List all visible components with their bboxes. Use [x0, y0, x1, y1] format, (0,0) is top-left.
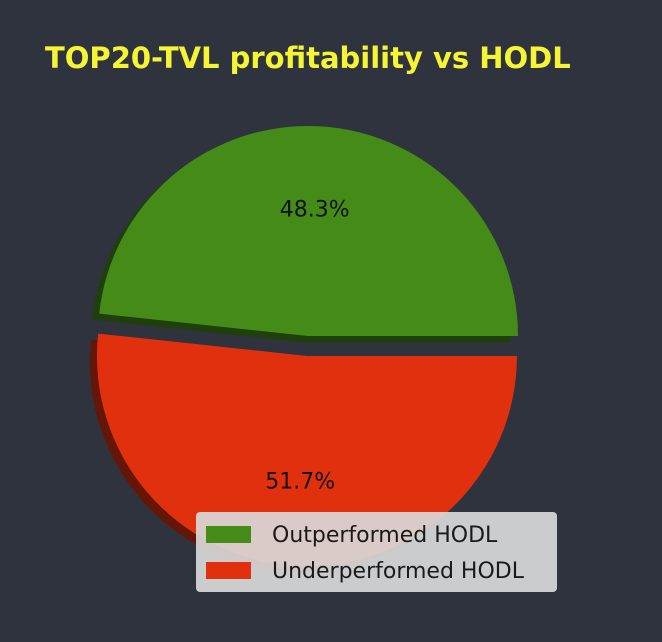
- legend-label-outperformed-hodl: Outperformed HODL: [272, 523, 498, 548]
- pie-slices: [96, 125, 518, 566]
- chart-title: TOP20-TVL profitability vs HODL: [45, 41, 571, 75]
- pie-slice-outperformed-hodl: [99, 125, 518, 336]
- legend: Outperformed HODL Underperformed HODL: [196, 512, 557, 592]
- slice-labels: 48.3% 51.7%: [265, 198, 349, 495]
- legend-box: [196, 512, 557, 592]
- slice-value-label-outperformed-hodl: 48.3%: [280, 198, 350, 223]
- legend-swatch-underperformed-hodl: [206, 562, 251, 579]
- legend-label-underperformed-hodl: Underperformed HODL: [272, 559, 525, 584]
- slice-value-label-underperformed-hodl: 51.7%: [265, 469, 335, 494]
- pie-slice-underperformed-hodl: [96, 333, 517, 566]
- legend-swatch-outperformed-hodl: [206, 526, 251, 543]
